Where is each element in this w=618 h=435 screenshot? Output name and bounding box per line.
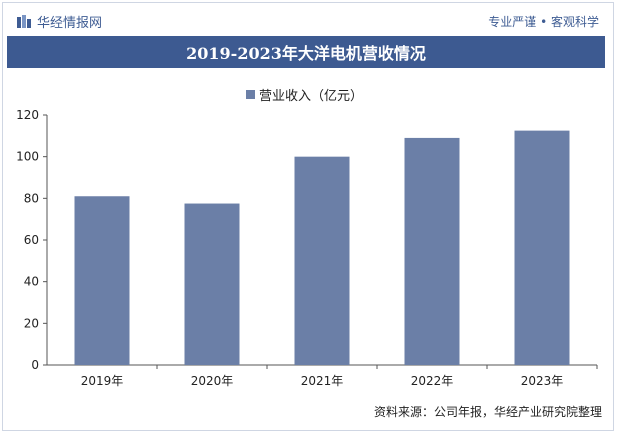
y-tick-label: 40 [24, 275, 39, 289]
legend-label: 营业收入（亿元） [259, 89, 364, 104]
chart-frame: 华经情报网 专业严谨 • 客观科学 [2, 2, 614, 431]
chart-title: 2019-2023年大洋电机营收情况 [186, 44, 426, 63]
y-tick-label: 60 [24, 233, 39, 247]
x-tick-label: 2022年 [411, 374, 454, 388]
bar [184, 203, 240, 365]
x-tick-label: 2020年 [191, 374, 234, 388]
x-tick-label: 2023年 [521, 374, 564, 388]
slogan: 专业严谨 • 客观科学 [488, 15, 599, 29]
y-tick-label: 0 [31, 358, 39, 372]
y-tick-label: 80 [24, 191, 39, 205]
bar [404, 137, 460, 365]
x-tick-label: 2021年 [301, 374, 344, 388]
title-bar: 2019-2023年大洋电机营收情况 [7, 36, 605, 68]
legend-swatch [246, 90, 255, 99]
y-tick-label: 120 [16, 108, 39, 122]
y-tick-label: 20 [24, 316, 39, 330]
bar [74, 196, 130, 365]
brand: 华经情报网 [17, 12, 102, 31]
x-tick-label: 2019年 [81, 374, 124, 388]
source-note: 资料来源：公司年报，华经产业研究院整理 [373, 405, 602, 419]
y-tick-label: 100 [16, 150, 39, 164]
bar [514, 130, 570, 365]
top-bar: 华经情报网 专业严谨 • 客观科学 [3, 3, 613, 37]
bar [294, 156, 350, 365]
legend: 营业收入（亿元） [246, 85, 363, 104]
brand-logo-icon [17, 14, 31, 28]
brand-name: 华经情报网 [37, 16, 103, 31]
